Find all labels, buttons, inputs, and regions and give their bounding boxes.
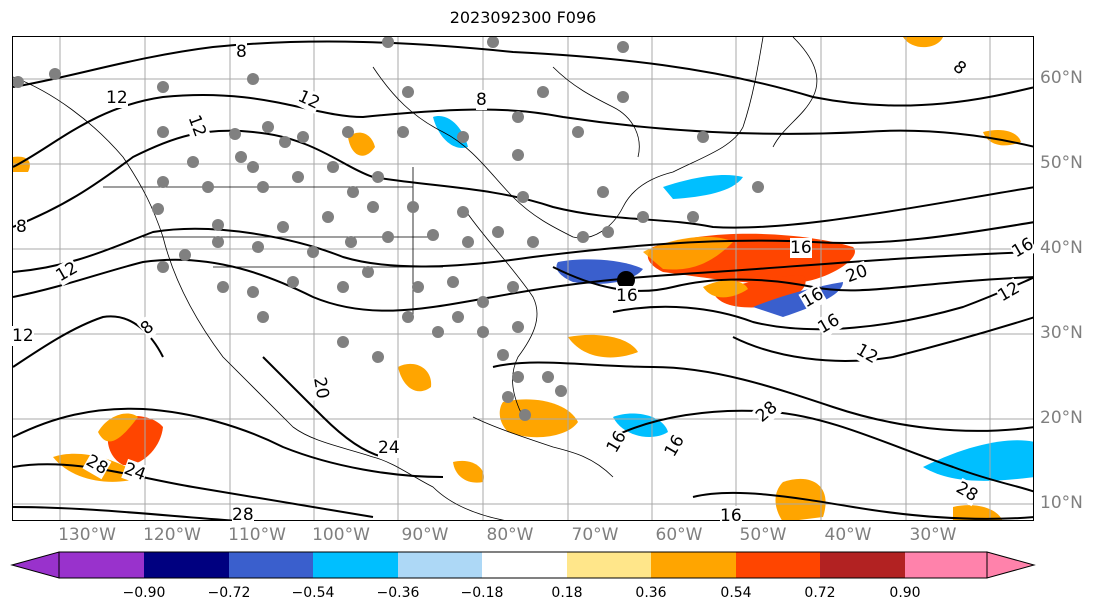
contour-label: 12 (12, 326, 34, 346)
contour-label: 16 (790, 238, 812, 258)
colorbar-segment (567, 552, 651, 578)
colorbar-tick-label: 0.90 (889, 585, 921, 601)
latitude-label: 60°N (1040, 68, 1083, 88)
contour-label: 16 (720, 506, 742, 526)
colorbar-tick-label: 0.18 (551, 585, 583, 601)
colorbar-tick-label: 0.54 (720, 585, 752, 601)
contour-label: 8 (236, 42, 247, 62)
contour-label: 8 (476, 90, 487, 110)
colorbar-segment (144, 552, 229, 578)
contours (13, 40, 1033, 520)
colorbar-outline (58, 551, 988, 579)
colorbar-segment (59, 552, 144, 578)
colorbar-segment (482, 552, 567, 578)
colorbar (10, 551, 1036, 579)
colorbar-segment (229, 552, 313, 578)
contour-label: 20 (309, 375, 333, 401)
colorbar-tick-label: −0.18 (460, 585, 504, 601)
colorbar-segment (313, 552, 398, 578)
map-canvas (13, 37, 1033, 520)
contour-label: 12 (106, 88, 128, 108)
latitude-label: 30°N (1040, 323, 1083, 343)
longitude-label: 40°W (824, 525, 872, 545)
colorbar-tick-label: −0.90 (122, 585, 166, 601)
longitude-label: 100°W (312, 525, 370, 545)
colorbar-segment (905, 552, 987, 578)
contour-label: 28 (232, 505, 254, 525)
longitude-label: 90°W (401, 525, 449, 545)
colorbar-extend-low (10, 551, 60, 579)
station-markers (13, 37, 764, 421)
longitude-label: 50°W (739, 525, 787, 545)
longitude-label: 30°W (909, 525, 957, 545)
colorbar-segment (651, 552, 736, 578)
longitude-label: 110°W (228, 525, 286, 545)
contour-label: 8 (16, 217, 27, 237)
colorbar-tick-label: −0.54 (291, 585, 335, 601)
longitude-label: 80°W (486, 525, 534, 545)
map-panel (12, 36, 1034, 521)
colorbar-tick-label: 0.36 (635, 585, 667, 601)
colorbar-segment (736, 552, 820, 578)
colorbar-tick-label: −0.36 (376, 585, 420, 601)
latitude-label: 10°N (1040, 493, 1083, 513)
latitude-label: 20°N (1040, 408, 1083, 428)
chart-title: 2023092300 F096 (449, 8, 597, 27)
highlight-marker (617, 271, 635, 289)
longitude-label: 130°W (58, 525, 116, 545)
colorbar-segment (820, 552, 905, 578)
longitude-label: 70°W (571, 525, 619, 545)
contour-label: 24 (378, 438, 400, 458)
colorbar-tick-label: −0.72 (207, 585, 251, 601)
latitude-label: 40°N (1040, 238, 1083, 258)
shaded-fields (13, 37, 1033, 520)
colorbar-segment (398, 552, 482, 578)
graticule (13, 37, 1033, 520)
longitude-label: 120°W (143, 525, 201, 545)
colorbar-extend-high (986, 551, 1036, 579)
contour-label: 16 (616, 286, 638, 306)
colorbar-tick-label: 0.72 (804, 585, 836, 601)
latitude-label: 50°N (1040, 153, 1083, 173)
longitude-label: 60°W (655, 525, 703, 545)
